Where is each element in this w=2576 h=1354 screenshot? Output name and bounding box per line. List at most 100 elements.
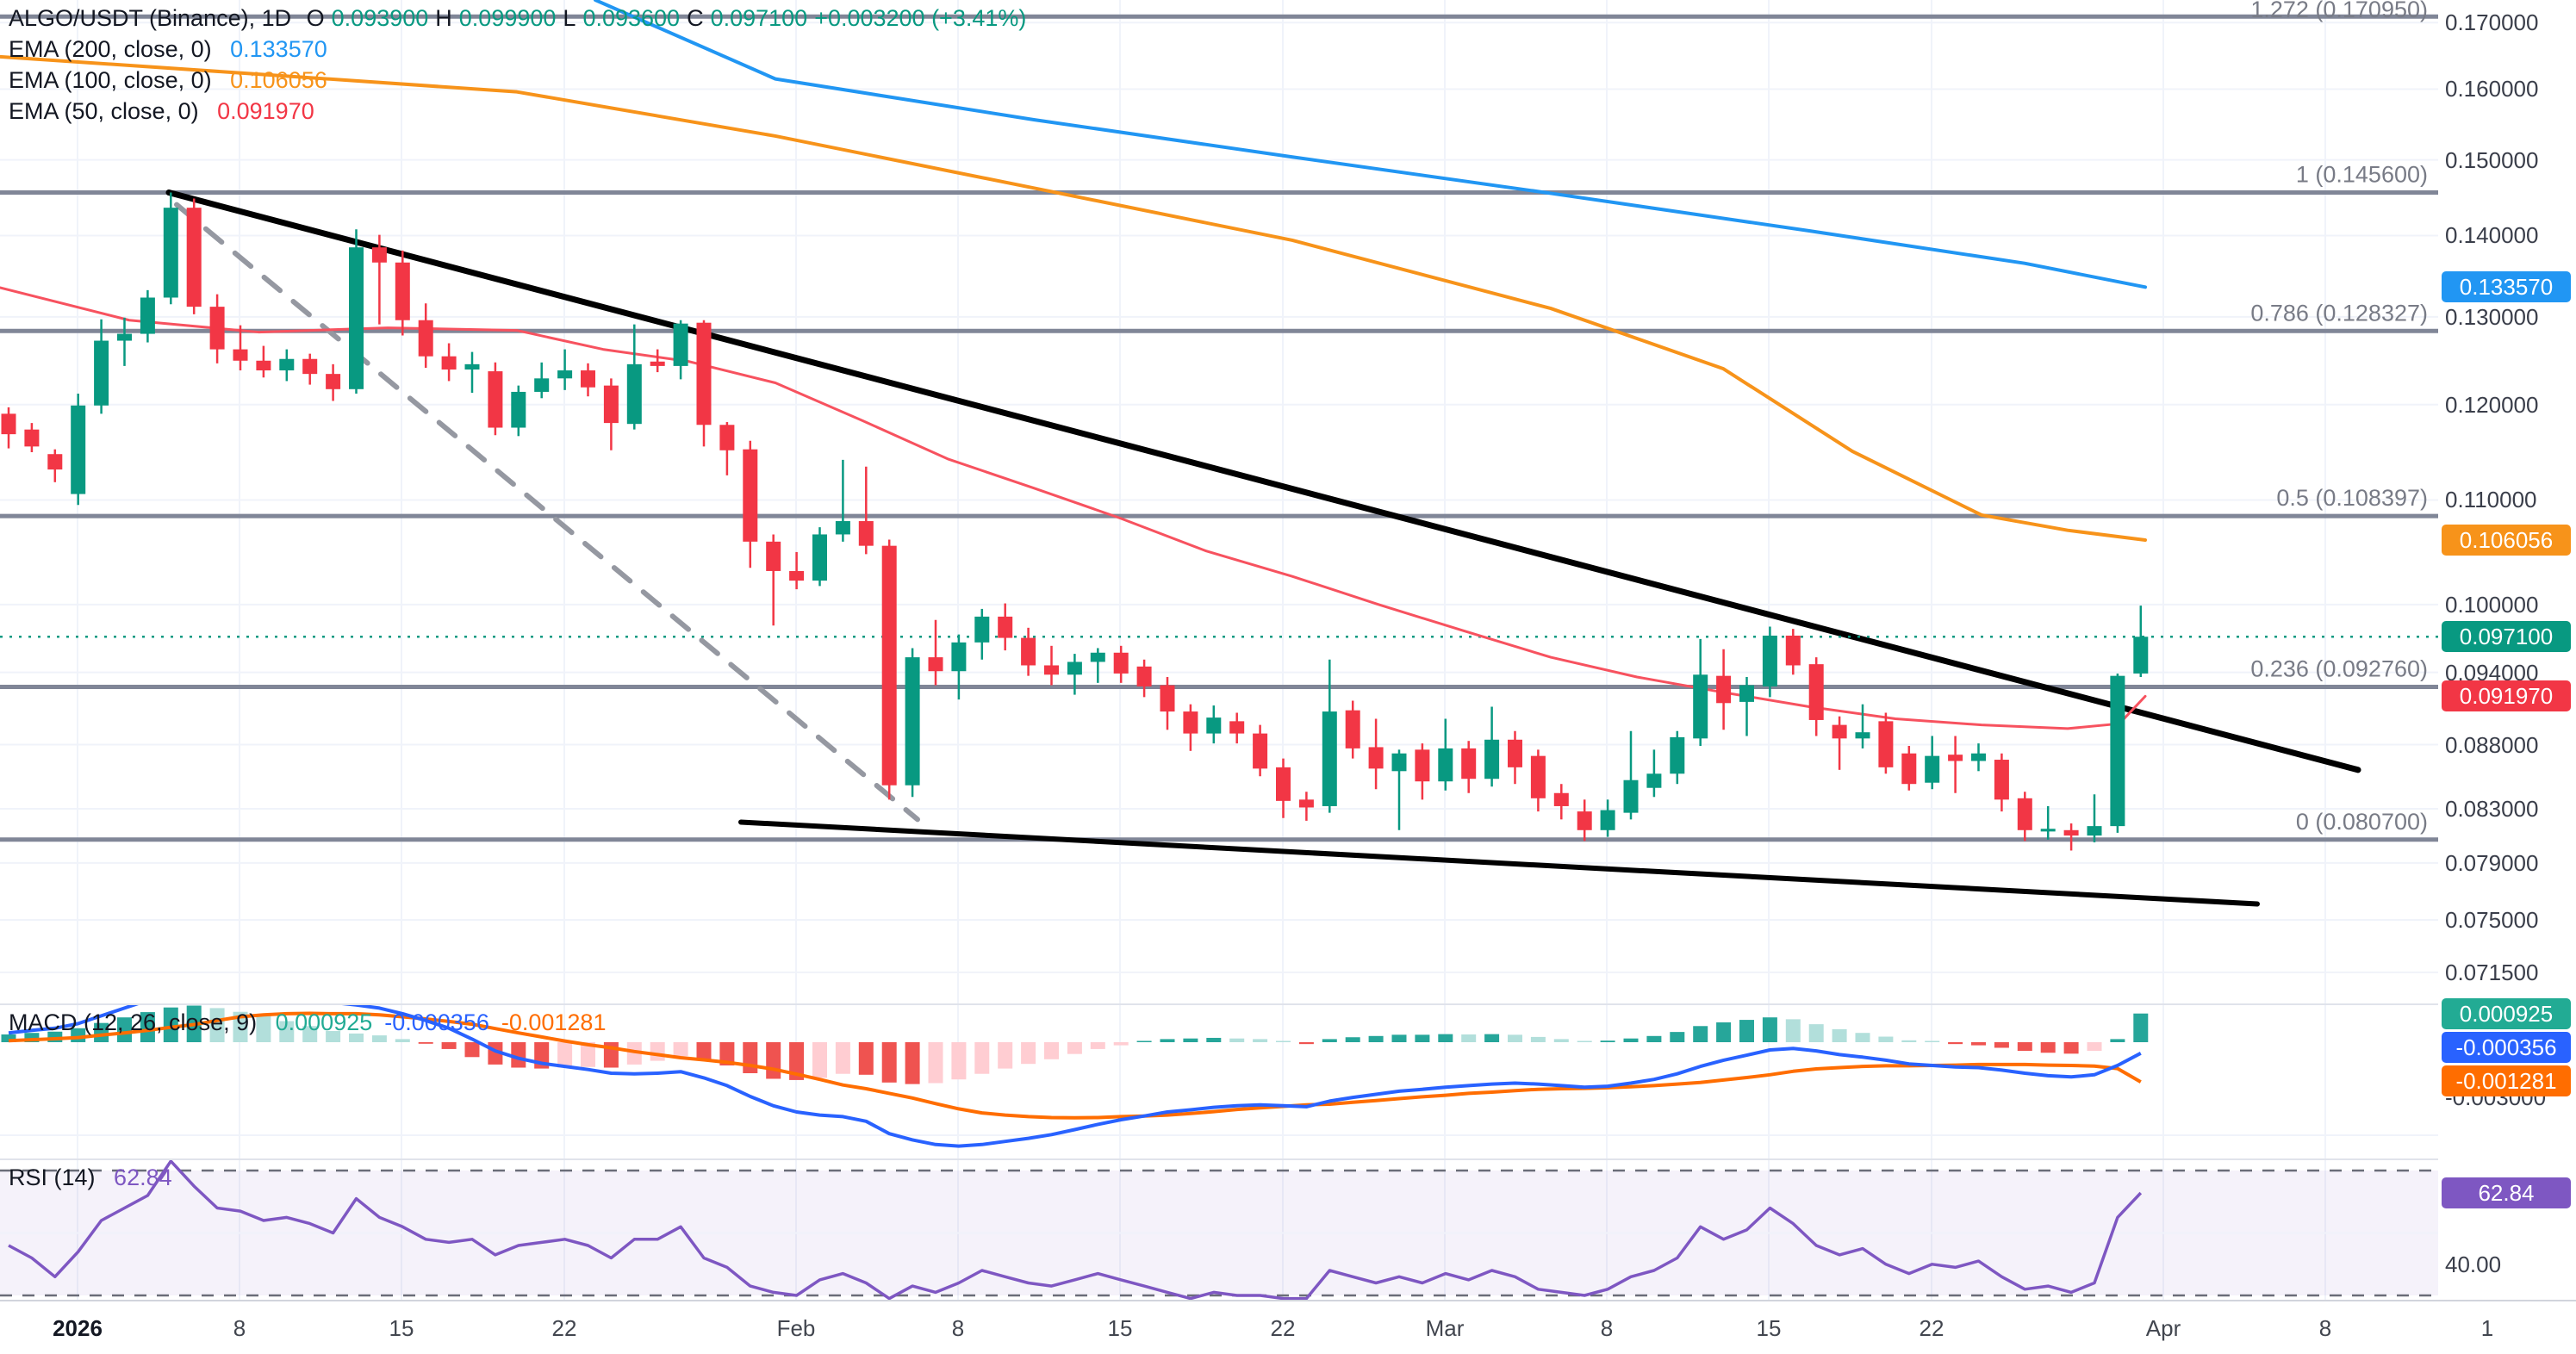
price-axis[interactable]: 0.170000 0.160000 0.150000 0.140000 0.130000… <box>2438 0 2576 1300</box>
macd-histogram-bar <box>1901 1040 1917 1042</box>
candle-body <box>557 370 573 379</box>
candle-body <box>117 333 132 341</box>
price-tick: 0.088000 <box>2445 731 2539 758</box>
candle-body <box>1438 748 1453 782</box>
price-tick: 0.094000 <box>2445 659 2539 686</box>
candle-body <box>766 541 781 571</box>
candle-body <box>1298 799 1314 808</box>
macd-histogram-bar <box>1762 1017 1777 1042</box>
candle-body <box>696 322 712 425</box>
fib-label: 0 (0.080700) <box>2296 809 2428 835</box>
macd-histogram-bar <box>140 1012 155 1042</box>
candle-body <box>1994 760 2009 800</box>
macd-pane[interactable] <box>0 1005 2438 1158</box>
ema200-legend[interactable]: EMA (200, close, 0) 0.133570 <box>9 36 327 63</box>
time-label: 15 <box>389 1315 414 1341</box>
candle-body <box>1391 753 1407 772</box>
ema100-label: EMA (100, close, 0) <box>9 67 212 93</box>
candle-body <box>1646 773 1662 788</box>
trendline <box>738 819 2260 907</box>
candle-body <box>464 363 480 370</box>
dashed-trendline <box>174 202 920 823</box>
macd-histogram-bar <box>2040 1042 2056 1053</box>
candle-body <box>1739 685 1754 702</box>
macd-histogram-bar <box>2063 1042 2079 1054</box>
time-label: 2026 <box>53 1315 103 1341</box>
candle-body <box>1878 721 1894 767</box>
macd-histogram-bar <box>163 1007 178 1042</box>
macd-histogram-bar <box>1484 1034 1500 1042</box>
macd-histogram-bar <box>1994 1042 2009 1048</box>
candle-body <box>1368 747 1384 769</box>
candle-body <box>163 208 178 298</box>
macd-histogram-bar <box>881 1042 897 1083</box>
macd-histogram-bar <box>279 1021 295 1042</box>
macd-histogram-bar <box>858 1042 874 1075</box>
macd-histogram-bar <box>302 1026 318 1042</box>
candle-body <box>1415 749 1430 782</box>
ema100-legend[interactable]: EMA (100, close, 0) 0.106056 <box>9 67 327 94</box>
candle-body <box>1971 753 1986 761</box>
candle-body <box>511 391 526 428</box>
candle-body <box>1160 685 1175 712</box>
symbol-legend[interactable]: ALGO/USDT (Binance), 1D O 0.093900 H 0.0999… <box>9 5 1042 32</box>
candle-body <box>905 657 920 786</box>
pane-separator[interactable] <box>0 1158 2576 1160</box>
macd-histogram-bar <box>1878 1036 1894 1042</box>
symbol-title: ALGO/USDT (Binance), 1D <box>9 5 292 31</box>
macd-histogram-bar <box>1229 1038 1245 1042</box>
macd-histogram-bar <box>1577 1040 1592 1042</box>
macd-histogram-bar <box>94 1022 109 1042</box>
macd-legend-value: 0.000925 <box>275 1009 373 1035</box>
candle-body <box>1670 736 1685 774</box>
fib-label: 0.786 (0.128327) <box>2250 300 2428 326</box>
price-tick: 0.150000 <box>2445 146 2539 173</box>
rsi-badge: 62.84 <box>2442 1177 2571 1208</box>
macd-histogram-bar <box>1044 1042 1059 1059</box>
candle-body <box>1206 717 1222 734</box>
ema200-value: 0.133570 <box>230 36 327 62</box>
macd-signal-line <box>8 1011 2142 1120</box>
candle-body <box>2017 798 2032 830</box>
candle-body <box>858 521 874 546</box>
macd-histogram-bar <box>835 1042 850 1074</box>
macd-histogram-bar <box>1785 1019 1801 1042</box>
candle-body <box>1136 666 1152 686</box>
ema50-legend[interactable]: EMA (50, close, 0) 0.091970 <box>9 98 314 125</box>
macd-histogram-bar <box>1693 1026 1708 1042</box>
candle-body <box>395 262 410 320</box>
ema50-value: 0.091970 <box>217 98 314 124</box>
rsi-line <box>8 1160 2143 1300</box>
macd-histogram-bar <box>696 1042 712 1060</box>
candle-body <box>418 320 433 357</box>
macd-histogram-bar <box>1925 1040 1940 1042</box>
candle-body <box>1508 739 1522 767</box>
macd-histogram-bar <box>349 1033 364 1042</box>
ohlc-segment: 0.099900 <box>458 5 557 31</box>
price-pane[interactable]: 1.272 (0.170950) 1 (0.145600) 0.786 (0.128… <box>0 0 2438 1003</box>
candle-body <box>1600 810 1615 830</box>
rsi-pane[interactable] <box>0 1160 2438 1300</box>
rsi-legend[interactable]: RSI (14) 62.84 <box>9 1165 172 1191</box>
candle-body <box>673 323 688 366</box>
candle-body <box>581 370 595 388</box>
price-tick: 0.083000 <box>2445 796 2539 823</box>
macd-histogram-bar <box>789 1042 805 1080</box>
pane-separator[interactable] <box>0 1003 2576 1005</box>
macd-histogram-bar <box>1438 1034 1453 1042</box>
macd-histogram-bar <box>2110 1039 2125 1042</box>
macd-legend[interactable]: MACD (12, 26, close, 9) 0.000925 -0.00035… <box>9 1009 606 1036</box>
candle-body <box>441 356 457 370</box>
candle-body <box>2133 637 2149 674</box>
ema100-value: 0.106056 <box>230 67 327 93</box>
candle-body <box>1461 748 1477 779</box>
rsi-axis-tick: 40.00 <box>2445 1251 2502 1277</box>
time-label: 8 <box>233 1315 246 1341</box>
price-tick: 0.160000 <box>2445 76 2539 102</box>
macd-histogram-bar <box>998 1042 1013 1069</box>
price-badge: 0.133570 <box>2442 271 2571 303</box>
candle-body <box>1925 755 1940 783</box>
time-axis[interactable]: 2026 8 15 22 Feb 8 15 22 Mar 8 15 22 Apr 8 1 <box>0 1300 2576 1354</box>
time-label: 1 <box>2480 1315 2494 1341</box>
macd-badge: 0.000925 <box>2442 998 2571 1029</box>
